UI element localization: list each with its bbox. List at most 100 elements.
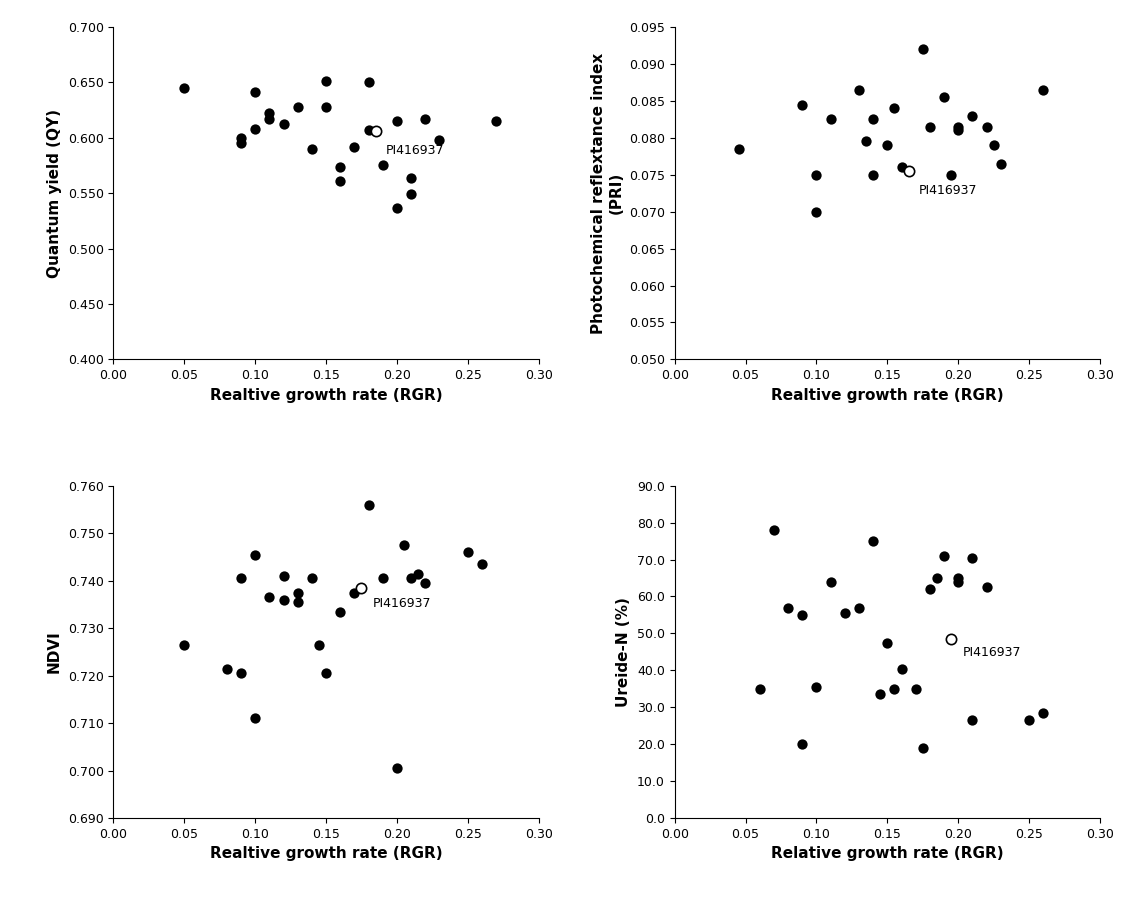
Point bbox=[473, 556, 491, 571]
Point bbox=[246, 711, 264, 725]
Point bbox=[288, 595, 306, 610]
Point bbox=[1034, 706, 1052, 720]
Point bbox=[1021, 713, 1039, 727]
Point bbox=[807, 680, 826, 694]
Point bbox=[857, 134, 875, 148]
Point bbox=[963, 550, 981, 565]
Point bbox=[331, 159, 349, 174]
Point bbox=[871, 687, 889, 701]
Point bbox=[864, 112, 882, 127]
Text: PI416937: PI416937 bbox=[919, 184, 978, 197]
Point bbox=[246, 547, 264, 562]
Point bbox=[345, 585, 363, 600]
Point bbox=[316, 666, 336, 681]
Point bbox=[331, 604, 349, 619]
Point bbox=[388, 114, 406, 129]
Point bbox=[288, 100, 306, 114]
Point bbox=[878, 636, 896, 650]
Point bbox=[899, 164, 917, 178]
Point bbox=[807, 204, 826, 218]
Point bbox=[310, 637, 328, 652]
Point bbox=[303, 571, 321, 585]
Point bbox=[850, 83, 869, 97]
Y-axis label: Ureide-N (%): Ureide-N (%) bbox=[617, 597, 632, 707]
Point bbox=[850, 601, 869, 615]
Text: PI416937: PI416937 bbox=[386, 145, 445, 157]
Point bbox=[359, 497, 378, 512]
Point bbox=[878, 138, 896, 152]
Point bbox=[751, 681, 769, 696]
Point bbox=[353, 581, 371, 595]
Point bbox=[274, 117, 293, 131]
X-axis label: Realtive growth rate (RGR): Realtive growth rate (RGR) bbox=[210, 846, 442, 861]
Point bbox=[218, 662, 236, 676]
Point bbox=[1034, 83, 1052, 97]
Point bbox=[175, 81, 193, 95]
Point bbox=[303, 142, 321, 156]
Y-axis label: NDVI: NDVI bbox=[48, 630, 62, 673]
Point bbox=[963, 109, 981, 123]
Point bbox=[892, 662, 911, 676]
Point bbox=[764, 523, 782, 538]
Point bbox=[395, 538, 413, 552]
Point bbox=[928, 571, 946, 585]
Point bbox=[231, 130, 249, 145]
Point bbox=[388, 200, 406, 215]
Point bbox=[246, 121, 264, 136]
Point bbox=[316, 74, 336, 88]
Point bbox=[949, 571, 967, 585]
Point bbox=[921, 120, 939, 134]
Point bbox=[991, 156, 1010, 171]
Point bbox=[374, 571, 392, 585]
Point bbox=[942, 167, 960, 182]
Text: PI416937: PI416937 bbox=[373, 597, 431, 610]
X-axis label: Relative growth rate (RGR): Relative growth rate (RGR) bbox=[771, 846, 1004, 861]
Point bbox=[821, 112, 839, 127]
Point bbox=[864, 534, 882, 548]
Point bbox=[914, 42, 932, 57]
Point bbox=[403, 171, 421, 185]
Point bbox=[892, 160, 911, 174]
Point bbox=[359, 76, 378, 90]
Point bbox=[942, 632, 960, 646]
Point bbox=[458, 545, 476, 559]
Point bbox=[374, 158, 392, 173]
Point bbox=[963, 713, 981, 727]
Point bbox=[288, 585, 306, 600]
Point bbox=[231, 666, 249, 681]
Point bbox=[729, 142, 747, 156]
Point bbox=[261, 590, 279, 604]
Point bbox=[836, 606, 854, 620]
Point bbox=[231, 571, 249, 585]
Point bbox=[246, 85, 264, 100]
Point bbox=[359, 123, 378, 138]
Point bbox=[261, 111, 279, 126]
Point bbox=[886, 101, 904, 115]
Point bbox=[274, 569, 293, 583]
Point bbox=[488, 114, 506, 129]
Point bbox=[978, 120, 996, 134]
Point bbox=[366, 124, 384, 138]
Point bbox=[175, 637, 193, 652]
Point bbox=[416, 576, 434, 591]
X-axis label: Realtive growth rate (RGR): Realtive growth rate (RGR) bbox=[210, 387, 442, 403]
Point bbox=[794, 608, 812, 622]
Point bbox=[331, 174, 349, 188]
Point bbox=[345, 139, 363, 154]
Point bbox=[431, 133, 449, 147]
Point bbox=[949, 120, 967, 134]
Y-axis label: Quantum yield (QY): Quantum yield (QY) bbox=[48, 109, 62, 278]
Point bbox=[907, 681, 925, 696]
Point bbox=[821, 574, 839, 589]
Point bbox=[779, 601, 797, 615]
X-axis label: Realtive growth rate (RGR): Realtive growth rate (RGR) bbox=[771, 387, 1004, 403]
Point bbox=[274, 592, 293, 607]
Point bbox=[949, 574, 967, 589]
Point bbox=[886, 681, 904, 696]
Point bbox=[231, 136, 249, 150]
Point bbox=[807, 167, 826, 182]
Point bbox=[403, 571, 421, 585]
Point bbox=[794, 737, 812, 752]
Y-axis label: Photochemical reflextance index
(PRI): Photochemical reflextance index (PRI) bbox=[591, 52, 624, 334]
Point bbox=[403, 187, 421, 201]
